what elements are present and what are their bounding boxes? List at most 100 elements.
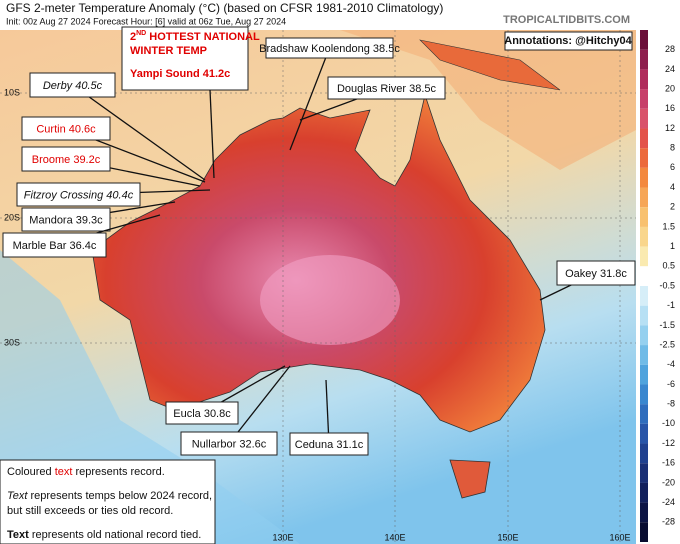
station-label: Derby 40.5c xyxy=(43,80,103,92)
legend-line: but still exceeds or ties old record. xyxy=(7,505,173,517)
station-label: Fitzroy Crossing 40.4c xyxy=(24,189,134,201)
colorbar-swatch xyxy=(640,443,648,464)
hot-core xyxy=(260,255,400,345)
station-box xyxy=(2,232,107,258)
colorbar-swatch xyxy=(640,128,648,149)
colorbar-label: -12 xyxy=(662,438,675,448)
lat-label: 20S xyxy=(4,212,20,222)
legend-box xyxy=(0,459,216,544)
colorbar-label: 2 xyxy=(670,202,675,212)
header-bg xyxy=(0,0,680,30)
colorbar-swatch xyxy=(640,108,648,129)
headline-rest: HOTTEST NATIONAL xyxy=(146,31,260,43)
legend-line: Coloured text represents record. xyxy=(7,466,165,478)
colorbar-swatch xyxy=(640,286,648,306)
colorbar-swatch xyxy=(640,148,648,168)
colorbar-swatch xyxy=(640,207,648,227)
lon-label: 160E xyxy=(609,532,630,542)
station-box xyxy=(16,182,141,207)
colorbar-swatch xyxy=(640,305,648,326)
station-label: Nullarbor 32.6c xyxy=(192,438,267,450)
warm-ocean xyxy=(340,30,636,170)
headline: 2ND HOTTEST NATIONAL xyxy=(130,30,260,43)
tasmania xyxy=(449,459,491,499)
colorbar-label: -1 xyxy=(667,300,675,310)
headline-box xyxy=(121,26,249,91)
station-box xyxy=(180,431,278,456)
credit-box xyxy=(504,31,633,51)
lon-label: 140E xyxy=(384,532,405,542)
colorbar-label: -8 xyxy=(667,399,675,409)
colorbar-swatch xyxy=(640,404,648,424)
station-box xyxy=(21,116,111,141)
headline-line2: WINTER TEMP xyxy=(130,45,207,57)
colorbar-label: 6 xyxy=(670,162,675,172)
colorbar-swatch xyxy=(640,167,648,188)
station-box xyxy=(289,432,369,456)
headline-sup: ND xyxy=(136,30,146,37)
colorbar-swatch xyxy=(640,30,648,50)
colorbar-label: -1.5 xyxy=(659,320,675,330)
lon-label: 150E xyxy=(497,532,518,542)
colorbar-swatch xyxy=(640,522,648,542)
colorbar: 28 24 20 16 12 8 6 4 2 1.5 1 0.5 -0.5 -1 -1.5 -2.5 -4 -6 -… xyxy=(640,30,675,542)
legend-italic: Text xyxy=(7,490,28,502)
station-box xyxy=(165,401,239,425)
headline-lead: 2 xyxy=(130,31,136,43)
colorbar-swatch xyxy=(640,482,648,503)
colorbar-swatch xyxy=(640,226,648,247)
colorbar-label: -4 xyxy=(667,359,675,369)
colorbar-swatch xyxy=(640,463,648,483)
colorbar-swatch xyxy=(640,49,648,70)
pointer xyxy=(72,84,206,181)
colorbar-label: -10 xyxy=(662,418,675,428)
colorbar-swatch xyxy=(640,325,648,346)
stations: Bradshaw Koolendong 38.5c Derby 40.5c Doug… xyxy=(2,37,636,456)
station-label: Oakey 31.8c xyxy=(565,268,627,280)
station-label: Broome 39.2c xyxy=(32,154,101,166)
station-label: Ceduna 31.1c xyxy=(295,439,364,451)
pointer xyxy=(228,365,291,444)
subtitle: Init: 00z Aug 27 2024 Forecast Hour: [6]… xyxy=(6,16,286,26)
colorbar-swatch xyxy=(640,345,648,365)
lat-label: 10S xyxy=(4,87,20,97)
colorbar-swatch xyxy=(640,69,648,90)
colorbar-label: 4 xyxy=(670,182,675,192)
legend-bold: Text xyxy=(7,529,29,541)
colorbar-swatch xyxy=(640,89,648,109)
station-box xyxy=(21,146,111,172)
legend-text: represents record. xyxy=(72,466,164,478)
pointer xyxy=(209,89,215,179)
station-box xyxy=(29,72,116,98)
lon-label: 130E xyxy=(272,532,293,542)
title: GFS 2-meter Temperature Anomaly (°C) (ba… xyxy=(6,1,443,15)
colorbar-label: 20 xyxy=(665,83,675,93)
station-label: Marble Bar 36.4c xyxy=(13,240,97,252)
colorbar-label: 1.5 xyxy=(662,221,675,231)
colorbar-label: 0.5 xyxy=(662,261,675,271)
station-label: Curtin 40.6c xyxy=(36,123,96,135)
station-label: Bradshaw Koolendong 38.5c xyxy=(259,43,400,55)
colorbar-swatch xyxy=(640,384,648,405)
colorbar-label: -20 xyxy=(662,477,675,487)
station-box xyxy=(327,76,446,100)
colorbar-label: -24 xyxy=(662,497,675,507)
legend-line: Text represents old national record tied… xyxy=(7,529,201,541)
credit: Annotations: @Hitchy04 xyxy=(504,35,632,47)
colorbar-label: 12 xyxy=(665,123,675,133)
headline-station: Yampi Sound 41.2c xyxy=(130,68,230,80)
station-label: Douglas River 38.5c xyxy=(337,83,437,95)
legend-text: represents temps below 2024 record, xyxy=(27,490,212,502)
colorbar-label: -0.5 xyxy=(659,280,675,290)
legend-text: represents old national record tied. xyxy=(29,529,201,541)
station-box xyxy=(556,260,636,286)
legend-text: Coloured xyxy=(7,466,55,478)
colorbar-label: -28 xyxy=(662,517,675,527)
station-label: Eucla 30.8c xyxy=(173,408,231,420)
station-box xyxy=(265,37,394,59)
colorbar-label: -2.5 xyxy=(659,339,675,349)
colorbar-label: 28 xyxy=(665,44,675,54)
colorbar-swatch xyxy=(640,266,648,286)
colorbar-swatch xyxy=(640,187,648,208)
